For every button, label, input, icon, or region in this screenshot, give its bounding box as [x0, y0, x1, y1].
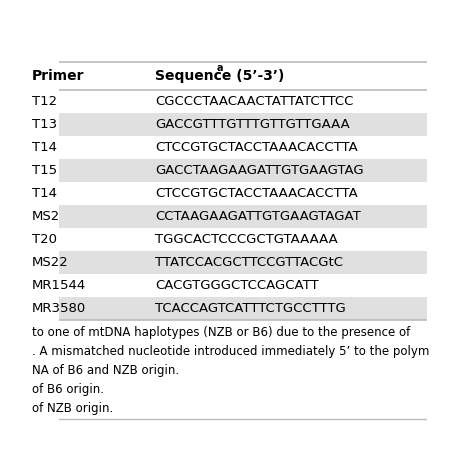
Text: of B6 origin.: of B6 origin. [32, 383, 104, 396]
Text: MS22: MS22 [32, 255, 68, 269]
Text: T15: T15 [32, 164, 57, 177]
Text: CTCCGTGCTACCTAAACACCTTA: CTCCGTGCTACCTAAACACCTTA [155, 187, 357, 200]
Text: a: a [217, 63, 223, 73]
Text: CACGTGGGCTCCAGCATT: CACGTGGGCTCCAGCATT [155, 279, 319, 292]
Text: GACCTAAGAAGATTGTGAAGTAG: GACCTAAGAAGATTGTGAAGTAG [155, 164, 364, 177]
Text: Primer: Primer [32, 69, 84, 83]
Text: CTCCGTGCTACCTAAACACCTTA: CTCCGTGCTACCTAAACACCTTA [155, 141, 357, 154]
Text: MS2: MS2 [32, 210, 60, 223]
Text: of NZB origin.: of NZB origin. [32, 402, 113, 415]
Bar [30, 159, 434, 182]
Text: T20: T20 [32, 233, 57, 246]
Text: T14: T14 [32, 187, 57, 200]
Text: TGGCACTCCCGCTGTAAAAA: TGGCACTCCCGCTGTAAAAA [155, 233, 337, 246]
Bar [30, 136, 434, 159]
Bar [30, 297, 434, 319]
Text: NA of B6 and NZB origin.: NA of B6 and NZB origin. [32, 364, 179, 377]
Text: Sequence (5’-3’): Sequence (5’-3’) [155, 69, 284, 83]
Bar [30, 90, 434, 113]
Bar [30, 251, 434, 273]
Text: CGCCCTAACAACTATTATCTTCC: CGCCCTAACAACTATTATCTTCC [155, 95, 353, 108]
Bar [30, 273, 434, 297]
Text: MR1544: MR1544 [32, 279, 86, 292]
Text: TCACCAGTCATTTCTGCCTTTG: TCACCAGTCATTTCTGCCTTTG [155, 301, 346, 315]
Bar [30, 182, 434, 205]
Text: . A mismatched nucleotide introduced immediately 5’ to the polym: . A mismatched nucleotide introduced imm… [32, 345, 429, 358]
Text: MR3580: MR3580 [32, 301, 86, 315]
Text: CCTAAGAAGATTGTGAAGTAGAT: CCTAAGAAGATTGTGAAGTAGAT [155, 210, 361, 223]
Text: T13: T13 [32, 118, 57, 131]
Text: T14: T14 [32, 141, 57, 154]
Text: TTATCCACGCTTCCGTTACGtC: TTATCCACGCTTCCGTTACGtC [155, 255, 343, 269]
Text: T12: T12 [32, 95, 57, 108]
Text: GACCGTTTGTTTGTTGTTGAAA: GACCGTTTGTTTGTTGTTGAAA [155, 118, 349, 131]
Bar [30, 228, 434, 251]
Text: to one of mtDNA haplotypes (NZB or B6) due to the presence of: to one of mtDNA haplotypes (NZB or B6) d… [32, 326, 410, 339]
Bar [30, 205, 434, 228]
Bar [30, 63, 434, 90]
Bar [30, 113, 434, 136]
